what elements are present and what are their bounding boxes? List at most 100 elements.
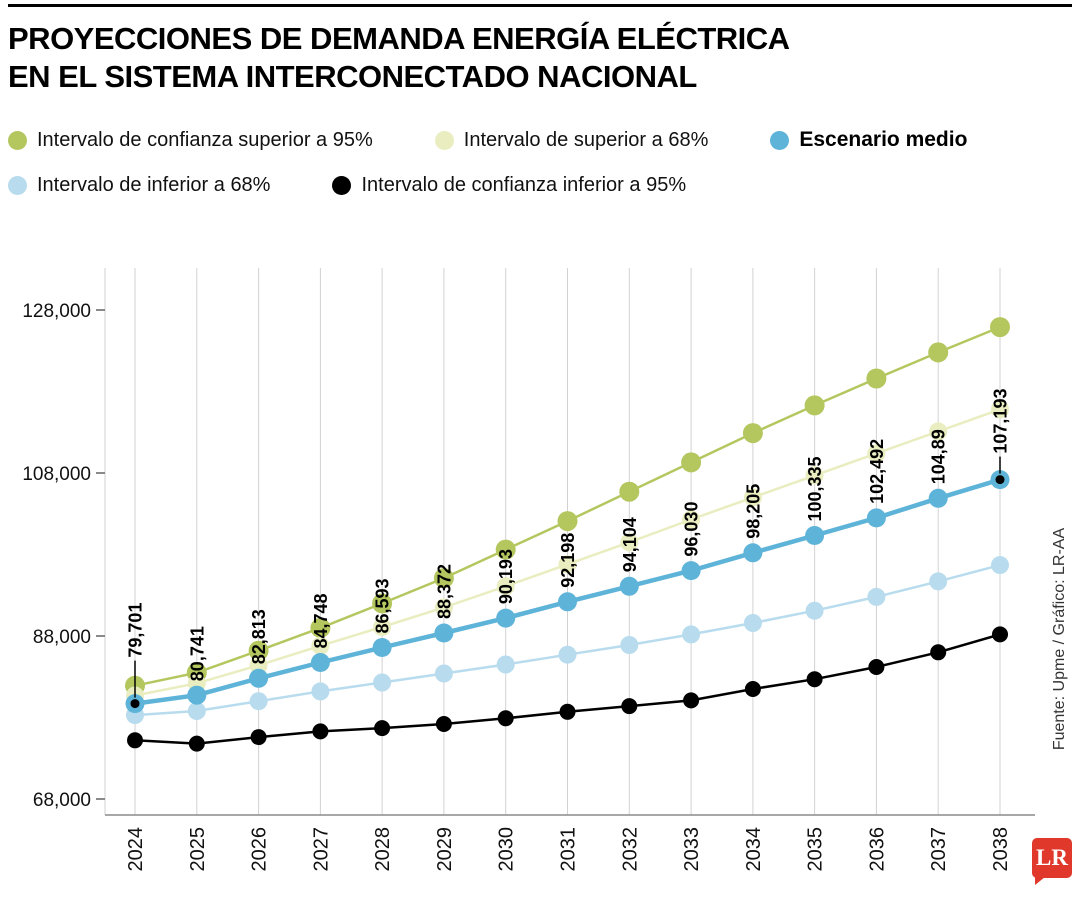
legend-label: Intervalo de confianza superior a 95%: [37, 128, 373, 151]
lr-logo-text: LR: [1036, 845, 1068, 870]
data-label: 79,701: [126, 603, 146, 658]
data-point-inf68: [558, 645, 577, 664]
data-point-sup95: [990, 317, 1010, 338]
data-point-sup95: [495, 539, 516, 560]
legend-label: Intervalo de inferior a 68%: [37, 174, 271, 196]
data-point-inf95: [127, 732, 143, 749]
data-point-inf95: [683, 692, 700, 709]
data-point-inf68: [249, 692, 268, 711]
y-tick-label: 128,000: [22, 301, 91, 322]
data-point-inf68: [867, 587, 886, 606]
data-point-inf95: [930, 644, 947, 661]
data-label: 104,89: [929, 429, 949, 484]
data-point-inf68: [496, 655, 515, 674]
data-point-medio: [496, 608, 516, 628]
data-point-inf95: [374, 720, 391, 737]
x-tick-label: 2036: [866, 827, 888, 872]
data-point-sup68: [620, 533, 639, 552]
x-tick-label: 2034: [743, 827, 765, 872]
lr-logo: LR: [1032, 838, 1072, 885]
data-point-inf95: [497, 710, 514, 727]
legend-dot-icon: [434, 130, 454, 150]
legend-dot-icon: [332, 176, 352, 195]
data-point-medio: [866, 508, 886, 528]
data-label: 107,193: [991, 389, 1011, 454]
data-point-inf68: [434, 664, 453, 683]
data-point-sup68: [805, 466, 824, 485]
data-point-sup68: [682, 510, 701, 529]
legend-row: Intervalo de confianza superior a 95% Int…: [8, 128, 967, 152]
data-point-inf68: [743, 614, 762, 632]
data-point-inf95: [250, 729, 267, 746]
data-point-medio: [928, 488, 948, 508]
data-point-inf68: [805, 601, 824, 620]
data-point-sup95: [866, 368, 887, 389]
data-point-sup95: [619, 481, 640, 502]
legend-item-medio: Escenario medio: [770, 128, 967, 152]
data-point-inf68: [929, 572, 948, 591]
data-point-sup68: [558, 555, 577, 574]
x-tick-label: 2027: [310, 827, 332, 872]
demand-projection-chart: 68,000 88,000 108,000 128,000 79,701 80,741 82…: [22, 268, 1035, 872]
source-credit: Fuente: Upme / Gráfico: LR-AA: [1051, 527, 1068, 751]
legend-dot-icon: [8, 130, 27, 150]
data-point-inf68: [311, 682, 330, 701]
data-point-sup95: [557, 511, 578, 532]
data-point-sup95: [804, 395, 825, 416]
x-tick-label: 2033: [681, 827, 703, 872]
data-point-inf68: [682, 625, 701, 644]
data-point-medio: [310, 653, 330, 672]
data-point-inf68: [373, 673, 392, 692]
data-point-inf95: [806, 671, 823, 688]
data-label: 96,030: [682, 502, 702, 557]
data-point-inf95: [868, 659, 885, 675]
legend-label: Intervalo de confianza inferior a 95%: [361, 174, 687, 196]
data-point-sup95: [928, 342, 949, 363]
data-point-medio: [249, 668, 269, 688]
legend-label: Escenario medio: [799, 128, 968, 151]
data-point-sup95: [248, 640, 269, 661]
data-point-medio: [805, 526, 825, 545]
page-title: PROYECCIONES DE DEMANDA ENERGÍA ELÉCTRIC…: [8, 20, 790, 96]
title-line1: PROYECCIONES DE DEMANDA ENERGÍA ELÉCTRIC…: [8, 21, 790, 56]
x-tick-label: 2028: [372, 827, 394, 872]
data-label: 84,748: [311, 593, 331, 648]
data-point-medio: [681, 561, 701, 581]
data-point-inf95: [559, 703, 576, 720]
legend-label: Intervalo de superior a 68%: [463, 128, 709, 151]
x-tick-label: 2026: [249, 827, 271, 872]
legend-dot-icon: [770, 130, 790, 150]
data-point-sup68: [991, 400, 1009, 419]
data-label: 102,492: [867, 439, 887, 504]
data-point-inf68: [991, 556, 1009, 575]
data-point-sup95: [742, 423, 763, 444]
data-point-inf95: [621, 698, 638, 715]
data-point-sup68: [929, 422, 948, 441]
x-tick-label: 2035: [805, 827, 827, 872]
x-tick-label: 2037: [928, 827, 950, 872]
label-anchor-dot: [130, 699, 140, 709]
data-point-medio: [187, 685, 207, 705]
y-tick-label: 88,000: [33, 627, 91, 648]
x-tick-label: 2032: [619, 827, 641, 872]
data-point-sup68: [743, 488, 762, 507]
data-point-sup95: [681, 452, 702, 473]
data-point-inf95: [992, 626, 1008, 643]
data-point-inf68: [187, 702, 206, 720]
legend-item-sup95: Intervalo de confianza superior a 95%: [8, 129, 373, 152]
data-point-sup68: [434, 598, 453, 617]
data-point-sup95: [372, 593, 393, 614]
legend-item-sup68: Intervalo de superior a 68%: [434, 128, 709, 152]
data-point-inf95: [744, 681, 761, 697]
data-point-sup95: [310, 617, 331, 638]
data-point-inf68: [620, 636, 639, 654]
x-tick-label: 2025: [187, 827, 209, 872]
x-tick-label: 2030: [496, 827, 518, 872]
x-tick-label: 2031: [558, 827, 580, 872]
data-point-medio: [743, 543, 763, 563]
legend-row: Intervalo de inferior a 68% Intervalo de …: [8, 174, 686, 197]
data-point-sup68: [373, 618, 392, 636]
top-rule: [8, 4, 1072, 7]
data-label: 94,104: [620, 517, 640, 572]
